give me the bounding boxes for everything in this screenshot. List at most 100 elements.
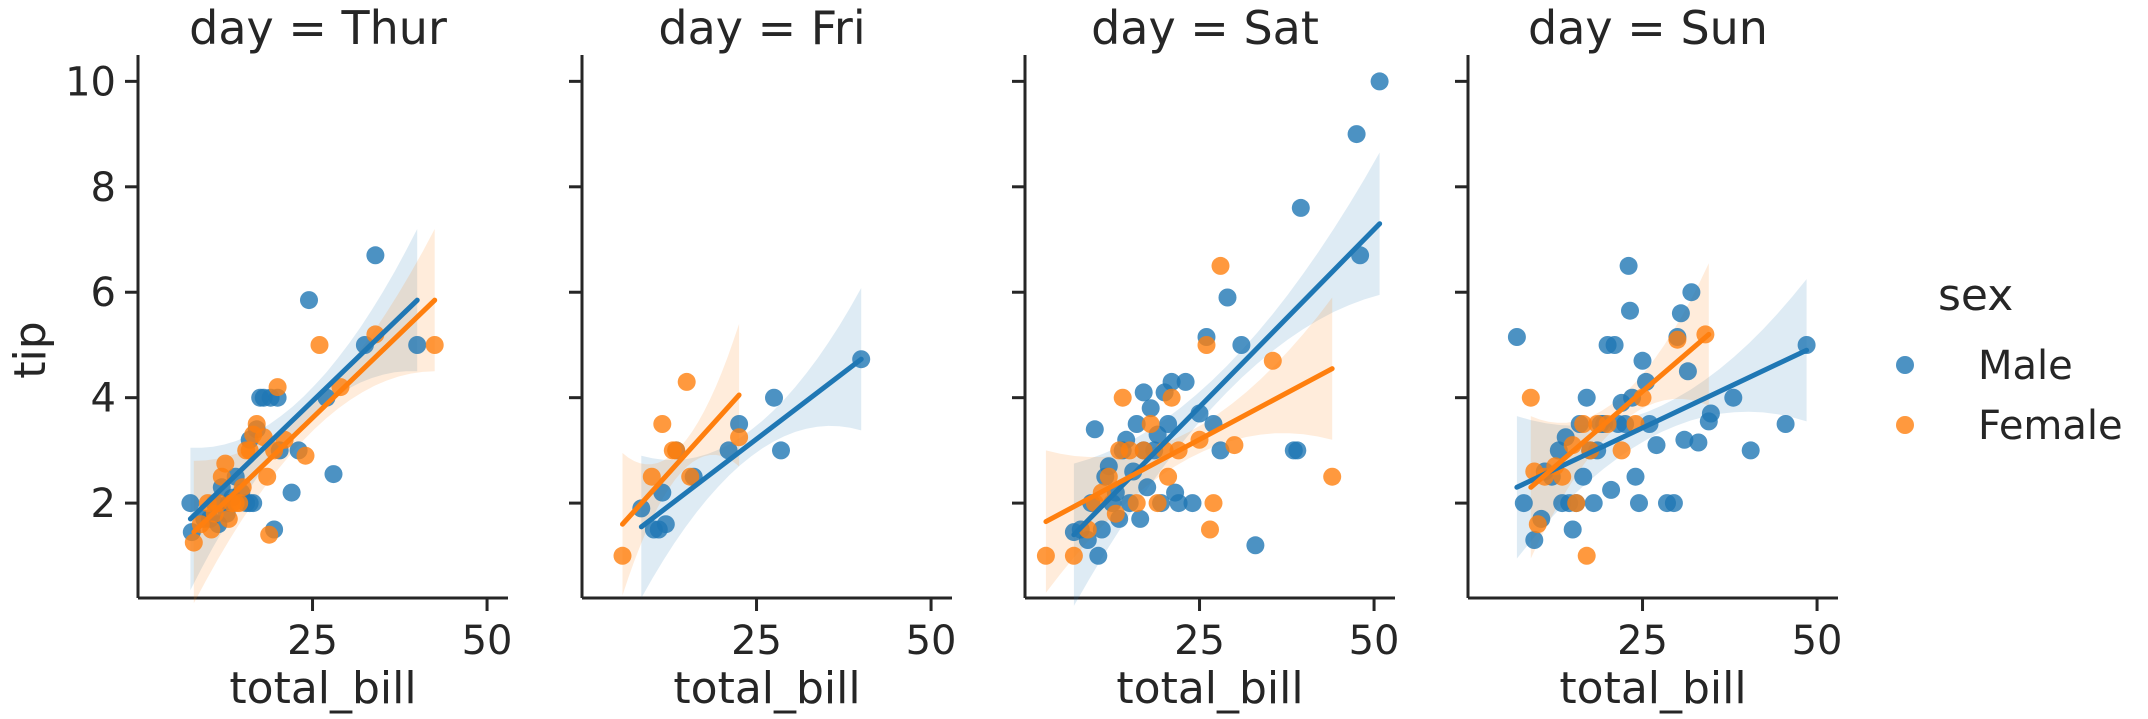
data-point-male bbox=[730, 415, 749, 433]
x-tick-label: 25 bbox=[1174, 618, 1225, 664]
x-tick-label: 50 bbox=[906, 618, 957, 664]
data-point-female bbox=[642, 467, 661, 486]
data-point-male bbox=[1574, 467, 1593, 486]
legend-marker-female bbox=[1896, 416, 1914, 434]
data-point-male bbox=[1176, 372, 1195, 391]
data-point-male bbox=[1605, 336, 1624, 354]
data-point-male bbox=[1514, 494, 1533, 513]
regression-line-female bbox=[619, 392, 742, 527]
data-point-female bbox=[268, 378, 287, 397]
data-point-male bbox=[1664, 494, 1683, 513]
x-tick-label: 50 bbox=[1792, 618, 1843, 664]
regression-line-male bbox=[638, 356, 864, 530]
data-point-female bbox=[1204, 494, 1223, 513]
y-axis-label: tip bbox=[5, 321, 56, 378]
data-point-female bbox=[1528, 515, 1547, 534]
data-point-male bbox=[324, 465, 343, 484]
data-point-male bbox=[1370, 72, 1389, 91]
y-tick-label: 10 bbox=[65, 59, 116, 105]
data-point-female bbox=[1553, 467, 1572, 486]
facet-title: day = Sun bbox=[1528, 1, 1768, 55]
data-point-female bbox=[331, 378, 350, 397]
data-point-male bbox=[1563, 520, 1582, 539]
regression-line-female bbox=[1043, 366, 1335, 525]
y-tick-label: 8 bbox=[91, 165, 116, 211]
y-tick-label: 6 bbox=[91, 270, 116, 316]
data-point-female bbox=[667, 441, 686, 460]
data-point-female bbox=[1211, 256, 1230, 275]
data-point-male bbox=[1626, 467, 1645, 486]
data-point-male bbox=[1797, 336, 1816, 354]
data-point-male bbox=[1347, 125, 1366, 144]
data-point-male bbox=[300, 291, 318, 310]
data-point-male bbox=[765, 388, 783, 407]
data-point-female bbox=[1323, 467, 1342, 486]
data-point-male bbox=[1584, 494, 1603, 513]
data-point-male bbox=[1621, 301, 1639, 320]
data-point-male bbox=[1211, 441, 1230, 460]
data-point-male bbox=[1169, 494, 1188, 513]
data-point-male bbox=[1127, 415, 1146, 433]
x-tick-label: 50 bbox=[462, 618, 513, 664]
facet-3: day = Sun 25 50 total_bill bbox=[1455, 1, 1843, 714]
data-point-male bbox=[1678, 362, 1697, 381]
data-point-female bbox=[1064, 546, 1083, 565]
data-point-female bbox=[258, 467, 277, 486]
data-point-male bbox=[1675, 430, 1694, 449]
data-point-male bbox=[1776, 415, 1795, 433]
data-point-male bbox=[1232, 336, 1251, 354]
legend: sex Male Female bbox=[1896, 270, 2123, 449]
data-point-female bbox=[1263, 351, 1282, 370]
data-point-female bbox=[1668, 330, 1687, 349]
data-point-female bbox=[216, 454, 235, 473]
y-tick-label: 4 bbox=[91, 376, 116, 422]
facet-2: day = Sat 25 50 total_bill bbox=[1012, 1, 1400, 714]
data-point-male bbox=[1619, 256, 1638, 275]
data-point-male bbox=[1525, 531, 1544, 549]
legend-entries: Male Female bbox=[1896, 343, 2123, 449]
regression-line-male bbox=[1071, 221, 1383, 538]
data-point-male bbox=[632, 499, 651, 518]
data-point-male bbox=[1602, 480, 1621, 499]
data-point-female bbox=[230, 494, 249, 513]
data-point-male bbox=[1724, 388, 1743, 407]
data-point-female bbox=[613, 546, 632, 565]
facets-layer: day = Thur 2 4 6 8 10 25 50 total_bill day = Fri 2… bbox=[65, 1, 1842, 714]
data-point-female bbox=[1162, 388, 1181, 407]
data-point-female bbox=[184, 533, 203, 552]
data-point-male bbox=[1291, 198, 1310, 217]
data-point-male bbox=[1682, 283, 1701, 302]
data-point-male bbox=[772, 441, 790, 460]
data-point-female bbox=[1225, 436, 1244, 455]
data-point-male bbox=[1218, 288, 1237, 307]
data-point-male bbox=[1741, 441, 1760, 460]
data-point-male bbox=[408, 336, 427, 354]
data-point-male bbox=[656, 515, 675, 534]
data-point-male bbox=[1701, 404, 1720, 423]
data-point-female bbox=[296, 446, 315, 465]
data-point-male bbox=[1689, 433, 1708, 452]
data-point-female bbox=[1612, 441, 1631, 460]
data-point-male bbox=[366, 246, 385, 265]
data-point-female bbox=[260, 525, 279, 544]
data-point-male bbox=[1647, 436, 1666, 455]
data-point-male bbox=[1630, 494, 1648, 513]
data-point-female bbox=[1113, 388, 1132, 407]
data-point-male bbox=[1288, 441, 1307, 460]
data-point-female bbox=[653, 415, 672, 433]
data-point-male bbox=[1507, 328, 1526, 346]
facet-1: day = Fri 25 50 total_bill bbox=[569, 1, 957, 714]
regression-line-male bbox=[187, 297, 420, 522]
data-point-male bbox=[1092, 520, 1111, 539]
data-point-female bbox=[1148, 494, 1167, 513]
x-axis-label: total_bill bbox=[673, 663, 860, 714]
data-point-male bbox=[251, 388, 270, 407]
data-point-male bbox=[1549, 441, 1568, 460]
x-tick-label: 50 bbox=[1349, 618, 1400, 664]
data-point-female bbox=[1567, 494, 1586, 513]
data-point-female bbox=[1120, 441, 1139, 460]
legend-title: sex bbox=[1938, 270, 2013, 321]
data-point-female bbox=[1197, 336, 1216, 354]
data-point-male bbox=[1141, 399, 1160, 418]
data-point-male bbox=[1159, 415, 1178, 433]
